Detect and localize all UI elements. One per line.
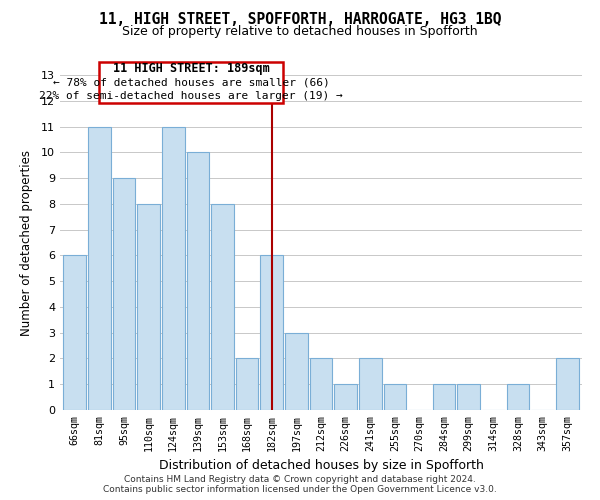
Bar: [310, 358, 332, 410]
Bar: [556, 358, 578, 410]
FancyBboxPatch shape: [100, 62, 283, 104]
Bar: [162, 126, 185, 410]
X-axis label: Distribution of detached houses by size in Spofforth: Distribution of detached houses by size …: [158, 459, 484, 472]
Bar: [113, 178, 136, 410]
Bar: [334, 384, 357, 410]
Bar: [506, 384, 529, 410]
Text: ← 78% of detached houses are smaller (66): ← 78% of detached houses are smaller (66…: [53, 78, 329, 88]
Bar: [88, 126, 111, 410]
Bar: [383, 384, 406, 410]
Bar: [457, 384, 480, 410]
Bar: [359, 358, 382, 410]
Text: 11 HIGH STREET: 189sqm: 11 HIGH STREET: 189sqm: [113, 62, 269, 76]
Text: Contains HM Land Registry data © Crown copyright and database right 2024.
Contai: Contains HM Land Registry data © Crown c…: [103, 474, 497, 494]
Bar: [285, 332, 308, 410]
Bar: [211, 204, 234, 410]
Text: 22% of semi-detached houses are larger (19) →: 22% of semi-detached houses are larger (…: [39, 92, 343, 102]
Bar: [236, 358, 259, 410]
Bar: [260, 256, 283, 410]
Text: Size of property relative to detached houses in Spofforth: Size of property relative to detached ho…: [122, 25, 478, 38]
Bar: [187, 152, 209, 410]
Bar: [64, 256, 86, 410]
Text: 11, HIGH STREET, SPOFFORTH, HARROGATE, HG3 1BQ: 11, HIGH STREET, SPOFFORTH, HARROGATE, H…: [99, 12, 501, 28]
Y-axis label: Number of detached properties: Number of detached properties: [20, 150, 32, 336]
Bar: [433, 384, 455, 410]
Bar: [137, 204, 160, 410]
